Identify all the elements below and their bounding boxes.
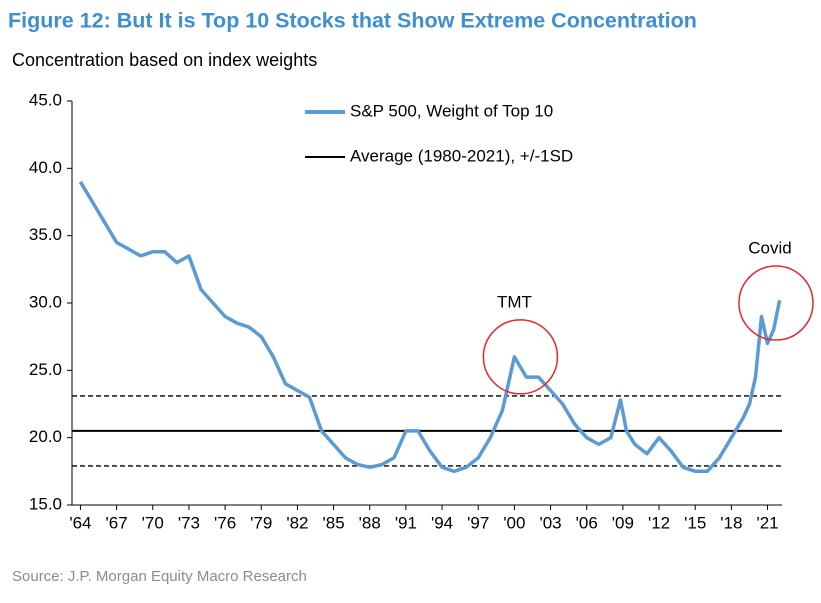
y-tick-label: 15.0 [29, 494, 62, 513]
x-tick-label: '94 [431, 513, 453, 532]
x-tick-label: '09 [612, 513, 634, 532]
x-tick-label: '76 [214, 513, 236, 532]
x-tick-label: '97 [467, 513, 489, 532]
x-tick-label: '18 [720, 513, 742, 532]
y-tick-label: 30.0 [29, 292, 62, 311]
x-tick-label: '82 [286, 513, 308, 532]
y-tick-label: 35.0 [29, 225, 62, 244]
annotation-circle [738, 265, 814, 341]
source: Source: J.P. Morgan Equity Macro Researc… [12, 568, 307, 585]
x-tick-label: '88 [359, 513, 381, 532]
x-tick-label: '03 [539, 513, 561, 532]
annotation-label: TMT [497, 292, 532, 311]
y-tick-label: 40.0 [29, 158, 62, 177]
x-tick-label: '64 [69, 513, 91, 532]
series-line [78, 180, 782, 474]
x-tick-label: '85 [323, 513, 345, 532]
x-tick-label: '73 [178, 513, 200, 532]
x-tick-label: '15 [684, 513, 706, 532]
x-tick-label: '67 [106, 513, 128, 532]
x-tick-label: '91 [395, 513, 417, 532]
chart-subtitle: Concentration based on index weights [12, 50, 317, 70]
x-tick-label: '12 [648, 513, 670, 532]
y-tick-label: 20.0 [29, 427, 62, 446]
legend-label: S&P 500, Weight of Top 10 [350, 101, 553, 120]
annotation-label: Covid [748, 238, 791, 257]
x-tick-label: '00 [503, 513, 525, 532]
legend-label: Average (1980-2021), +/-1SD [350, 146, 573, 165]
x-tick-label: '06 [576, 513, 598, 532]
x-tick-label: '79 [250, 513, 272, 532]
y-tick-label: 25.0 [29, 360, 62, 379]
x-tick-label: '21 [756, 513, 778, 532]
y-tick-label: 45.0 [29, 90, 62, 109]
annotation-circle [482, 319, 559, 395]
x-tick-label: '70 [142, 513, 164, 532]
chart-title: Figure 12: But It is Top 10 Stocks that … [8, 9, 697, 33]
